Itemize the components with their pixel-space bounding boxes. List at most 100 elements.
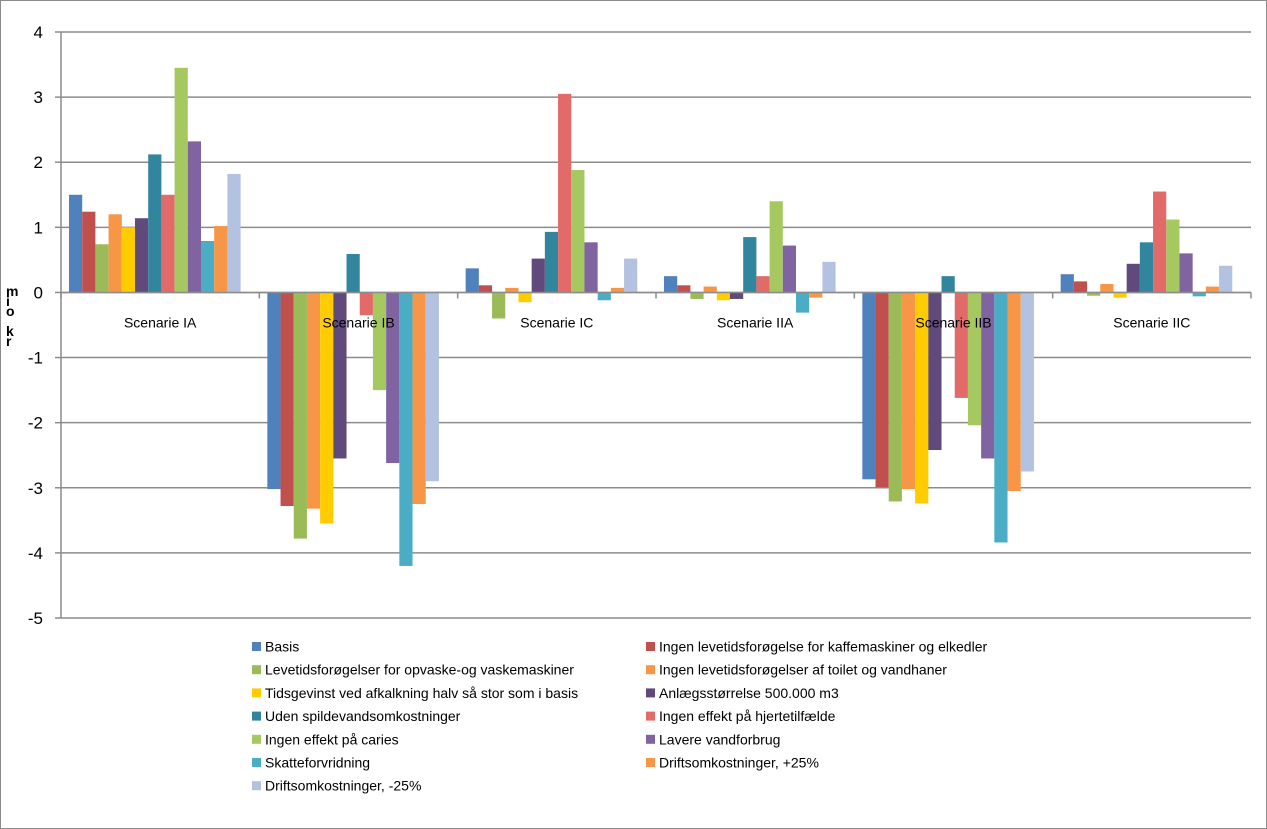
legend-swatch (252, 642, 261, 651)
bar (1179, 253, 1193, 293)
legend-swatch (252, 711, 261, 721)
bar (267, 292, 281, 490)
bar (677, 285, 691, 293)
bar (597, 292, 611, 301)
y-axis-label-char: k (6, 323, 14, 339)
y-tick-label: -3 (28, 479, 43, 498)
bar (1192, 292, 1206, 297)
bar (69, 194, 83, 293)
bar (280, 292, 294, 507)
bar (148, 154, 162, 293)
bar (492, 292, 506, 319)
bar (703, 286, 717, 293)
y-tick-label: 1 (34, 218, 43, 237)
legend-label: Ingen effekt på hjertetilfælde (659, 708, 836, 724)
bar (1073, 281, 1088, 293)
category-label: Scenarie IB (322, 314, 394, 330)
bar (822, 261, 836, 293)
legend-swatch (252, 758, 261, 767)
bar (333, 292, 347, 459)
bar (716, 292, 730, 301)
bar (1007, 292, 1021, 492)
category-label: Scenarie IIA (717, 314, 794, 330)
y-axis-label-char: r (6, 333, 12, 349)
legend-label: Uden spildevandsomkostninger (265, 708, 461, 724)
bar (888, 292, 902, 502)
bar (796, 292, 810, 313)
legend-label: Driftsomkostninger, +25% (659, 755, 819, 771)
bar (518, 292, 532, 303)
bar (967, 292, 982, 426)
bar (690, 292, 704, 299)
bar (928, 292, 942, 451)
y-axis-label-char: o (6, 303, 15, 319)
bar (121, 227, 135, 293)
bar (412, 292, 426, 505)
bar (346, 254, 360, 293)
bar (399, 292, 413, 566)
bar (809, 292, 823, 298)
legend-swatch (646, 734, 655, 744)
bar (571, 170, 585, 293)
bars (69, 67, 1233, 566)
bar (584, 242, 598, 293)
legend-label: Ingen levetidsforøgelse for kaffemaskine… (659, 639, 987, 655)
bar (214, 226, 228, 293)
bar (372, 292, 387, 391)
legend-swatch (252, 688, 261, 698)
bar (1113, 292, 1127, 298)
bar (306, 292, 321, 509)
legend-label: Ingen levetidsforøgelser af toilet og va… (659, 662, 947, 678)
y-axis-label-char: i (6, 293, 10, 309)
gridlines (61, 31, 1251, 619)
bar (756, 276, 770, 293)
legend-label: Skatteforvridning (265, 755, 370, 771)
bar (1087, 292, 1101, 296)
bar (478, 285, 493, 293)
legend-label: Lavere vandforbrug (659, 731, 780, 747)
legend-swatch (646, 758, 655, 767)
bar (915, 292, 929, 504)
bar (161, 194, 175, 293)
legend: Basis Ingen levetidsforøgelse for kaffema… (252, 639, 987, 794)
bar (730, 292, 744, 299)
bar (769, 201, 783, 293)
y-tick-label: -2 (28, 414, 43, 433)
y-tick-label: -1 (28, 349, 43, 368)
legend-swatch (252, 781, 261, 791)
category-label: Scenarie IIC (1113, 314, 1190, 330)
bar (624, 258, 638, 293)
bar (293, 292, 307, 539)
category-label: Scenarie IIB (915, 314, 991, 330)
legend-label: Tidsgevinst ved afkalkning halv så stor … (265, 685, 578, 701)
bar (465, 268, 479, 293)
y-tick-label: 4 (34, 23, 43, 42)
bar (782, 245, 796, 293)
y-tick-label: -5 (28, 609, 43, 628)
bar (954, 292, 968, 398)
bar (1219, 265, 1233, 293)
legend-swatch (646, 711, 655, 721)
bar (174, 67, 188, 293)
legend-label: Basis (265, 639, 299, 655)
bar (108, 214, 122, 293)
legend-swatch (252, 665, 261, 675)
y-tick-label: 3 (34, 88, 43, 107)
legend-swatch (646, 665, 655, 675)
y-tick-label: -4 (28, 544, 43, 563)
category-label: Scenarie IA (124, 314, 197, 330)
bar (425, 292, 439, 482)
bar (531, 258, 545, 293)
bar (359, 292, 373, 316)
bar (95, 244, 109, 293)
bar (1139, 242, 1154, 293)
bar (901, 292, 916, 490)
bar (743, 237, 757, 293)
legend-swatch (646, 642, 655, 651)
bar (1153, 191, 1167, 293)
bar (1060, 274, 1074, 293)
bar (1020, 292, 1034, 472)
